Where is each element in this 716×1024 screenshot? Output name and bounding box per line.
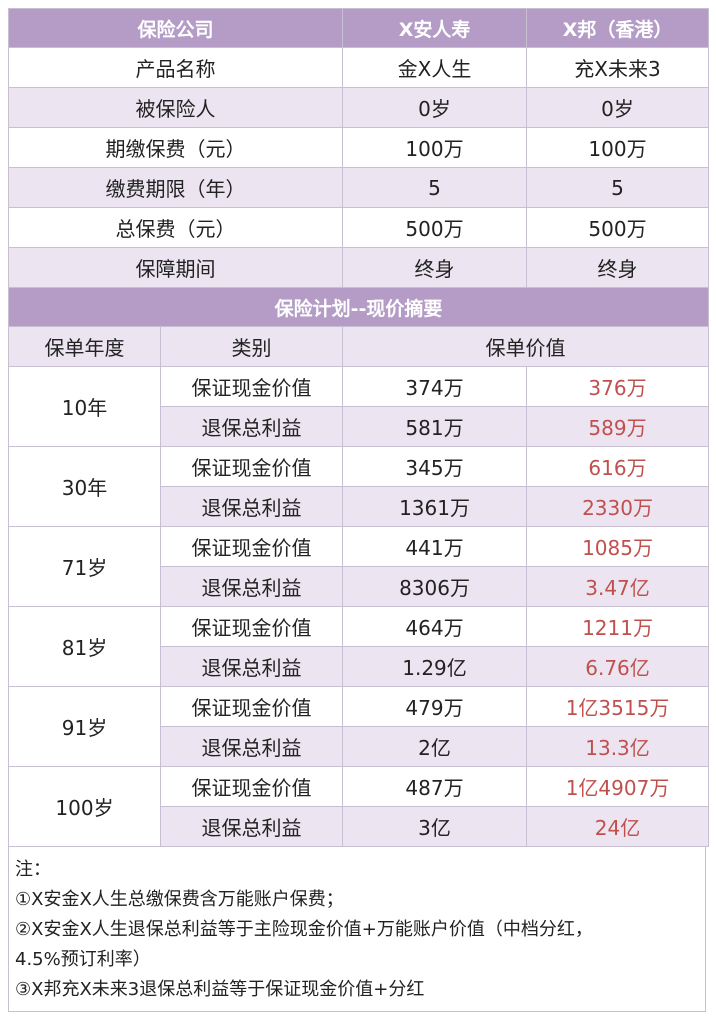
- info-label: 保障期间: [7, 247, 344, 288]
- note-line: 4.5%预订利率）: [15, 949, 151, 970]
- value-b: 1亿3515万: [526, 686, 710, 727]
- column-header-category: 类别: [159, 326, 344, 367]
- category: 保证现金价值: [159, 446, 344, 487]
- value-b: 3.47亿: [526, 566, 710, 607]
- value-a: 374万: [342, 366, 528, 407]
- value-a: 441万: [342, 526, 528, 567]
- info-row: 缴费期限（年） 5 5: [7, 167, 710, 208]
- table-row: 30年 保证现金价值 345万 616万: [8, 446, 710, 527]
- category: 保证现金价值: [159, 766, 344, 807]
- policy-year: 30年: [8, 446, 161, 527]
- value-b: 616万: [526, 446, 710, 487]
- info-label: 总保费（元）: [7, 207, 344, 248]
- section-title: 保险计划--现价摘要: [7, 287, 710, 327]
- value-b: 1085万: [526, 526, 710, 567]
- category: 保证现金价值: [159, 686, 344, 727]
- table-row: 81岁 保证现金价值 464万 1211万: [8, 606, 710, 687]
- value-a: 345万: [342, 446, 528, 487]
- table-row: 退保总利益 1.29亿 6.76亿: [9, 646, 710, 687]
- info-label: 产品名称: [7, 47, 344, 88]
- info-value-a: 0岁: [342, 87, 528, 128]
- notes-box: 注： ①X安金X人生总缴保费含万能账户保费； ②X安金X人生退保总利益等于主险现…: [8, 847, 706, 1012]
- value-a: 3亿: [342, 806, 528, 847]
- info-label: 缴费期限（年）: [7, 167, 344, 208]
- value-b: 2330万: [526, 486, 710, 527]
- info-row: 总保费（元） 500万 500万: [7, 207, 710, 248]
- category: 退保总利益: [159, 646, 344, 687]
- category: 退保总利益: [159, 486, 344, 527]
- table-row: 100岁 保证现金价值 487万 1亿4907万: [8, 766, 710, 847]
- policy-year: 10年: [8, 366, 161, 447]
- policy-year: 91岁: [8, 686, 161, 767]
- category: 保证现金价值: [159, 606, 344, 647]
- value-b: 376万: [526, 366, 710, 407]
- info-row: 保障期间 终身 终身: [7, 247, 710, 288]
- info-row: 产品名称 金X人生 充X未来3: [7, 47, 710, 88]
- info-value-b: 5: [526, 167, 710, 208]
- category: 退保总利益: [159, 806, 344, 847]
- comparison-document: 保险公司 X安人寿 X邦（香港） 产品名称 金X人生 充X未来3 被保险人 0岁…: [7, 8, 710, 1012]
- category: 保证现金价值: [159, 366, 344, 407]
- value-a: 1361万: [342, 486, 528, 527]
- value-b: 13.3亿: [526, 726, 710, 767]
- category: 退保总利益: [159, 726, 344, 767]
- value-b: 6.76亿: [526, 646, 710, 687]
- info-value-a: 5: [342, 167, 528, 208]
- info-value-a: 500万: [342, 207, 528, 248]
- value-a: 2亿: [342, 726, 528, 767]
- info-value-b: 0岁: [526, 87, 710, 128]
- info-row: 被保险人 0岁 0岁: [7, 87, 710, 128]
- company-label: 保险公司: [7, 8, 344, 48]
- info-value-a: 100万: [342, 127, 528, 168]
- category: 保证现金价值: [159, 526, 344, 567]
- company-a-name: X安人寿: [342, 8, 528, 48]
- value-a: 581万: [342, 406, 528, 447]
- info-value-b: 终身: [526, 247, 710, 288]
- value-b: 1亿4907万: [526, 766, 710, 807]
- value-a: 1.29亿: [342, 646, 528, 687]
- category: 退保总利益: [159, 566, 344, 607]
- table-row: 10年 保证现金价值 374万 376万: [8, 366, 710, 447]
- comparison-table: 保险公司 X安人寿 X邦（香港） 产品名称 金X人生 充X未来3 被保险人 0岁…: [7, 8, 710, 847]
- info-label: 被保险人: [7, 87, 344, 128]
- table-row: 退保总利益 1361万 2330万: [9, 486, 710, 527]
- value-b: 589万: [526, 406, 710, 447]
- table-row: 退保总利益 3亿 24亿: [9, 806, 710, 847]
- info-row: 期缴保费（元） 100万 100万: [7, 127, 710, 168]
- info-value-a: 金X人生: [342, 47, 528, 88]
- table-row: 71岁 保证现金价值 441万 1085万: [8, 526, 710, 607]
- info-label: 期缴保费（元）: [7, 127, 344, 168]
- value-a: 464万: [342, 606, 528, 647]
- value-b: 24亿: [526, 806, 710, 847]
- policy-year: 71岁: [8, 526, 161, 607]
- column-header-row: 保单年度 类别 保单价值: [8, 326, 710, 367]
- value-b: 1211万: [526, 606, 710, 647]
- table-row: 91岁 保证现金价值 479万 1亿3515万: [8, 686, 710, 767]
- notes-title: 注：: [15, 859, 51, 880]
- policy-year: 100岁: [8, 766, 161, 847]
- category: 退保总利益: [159, 406, 344, 447]
- info-value-b: 100万: [526, 127, 710, 168]
- company-header-row: 保险公司 X安人寿 X邦（香港）: [7, 8, 710, 48]
- column-header-value: 保单价值: [342, 326, 710, 367]
- info-value-b: 500万: [526, 207, 710, 248]
- section-title-row: 保险计划--现价摘要: [7, 287, 710, 327]
- note-line: ②X安金X人生退保总利益等于主险现金价值+万能账户价值（中档分红，: [15, 919, 593, 940]
- table-row: 退保总利益 581万 589万: [9, 406, 710, 447]
- info-value-a: 终身: [342, 247, 528, 288]
- value-a: 487万: [342, 766, 528, 807]
- table-row: 退保总利益 8306万 3.47亿: [9, 566, 710, 607]
- value-a: 8306万: [342, 566, 528, 607]
- policy-year: 81岁: [8, 606, 161, 687]
- value-a: 479万: [342, 686, 528, 727]
- note-line: ③X邦充X未来3退保总利益等于保证现金价值+分红: [15, 979, 425, 1000]
- column-header-year: 保单年度: [8, 326, 161, 367]
- note-line: ①X安金X人生总缴保费含万能账户保费；: [15, 889, 344, 910]
- info-value-b: 充X未来3: [526, 47, 710, 88]
- company-b-name: X邦（香港）: [526, 8, 710, 48]
